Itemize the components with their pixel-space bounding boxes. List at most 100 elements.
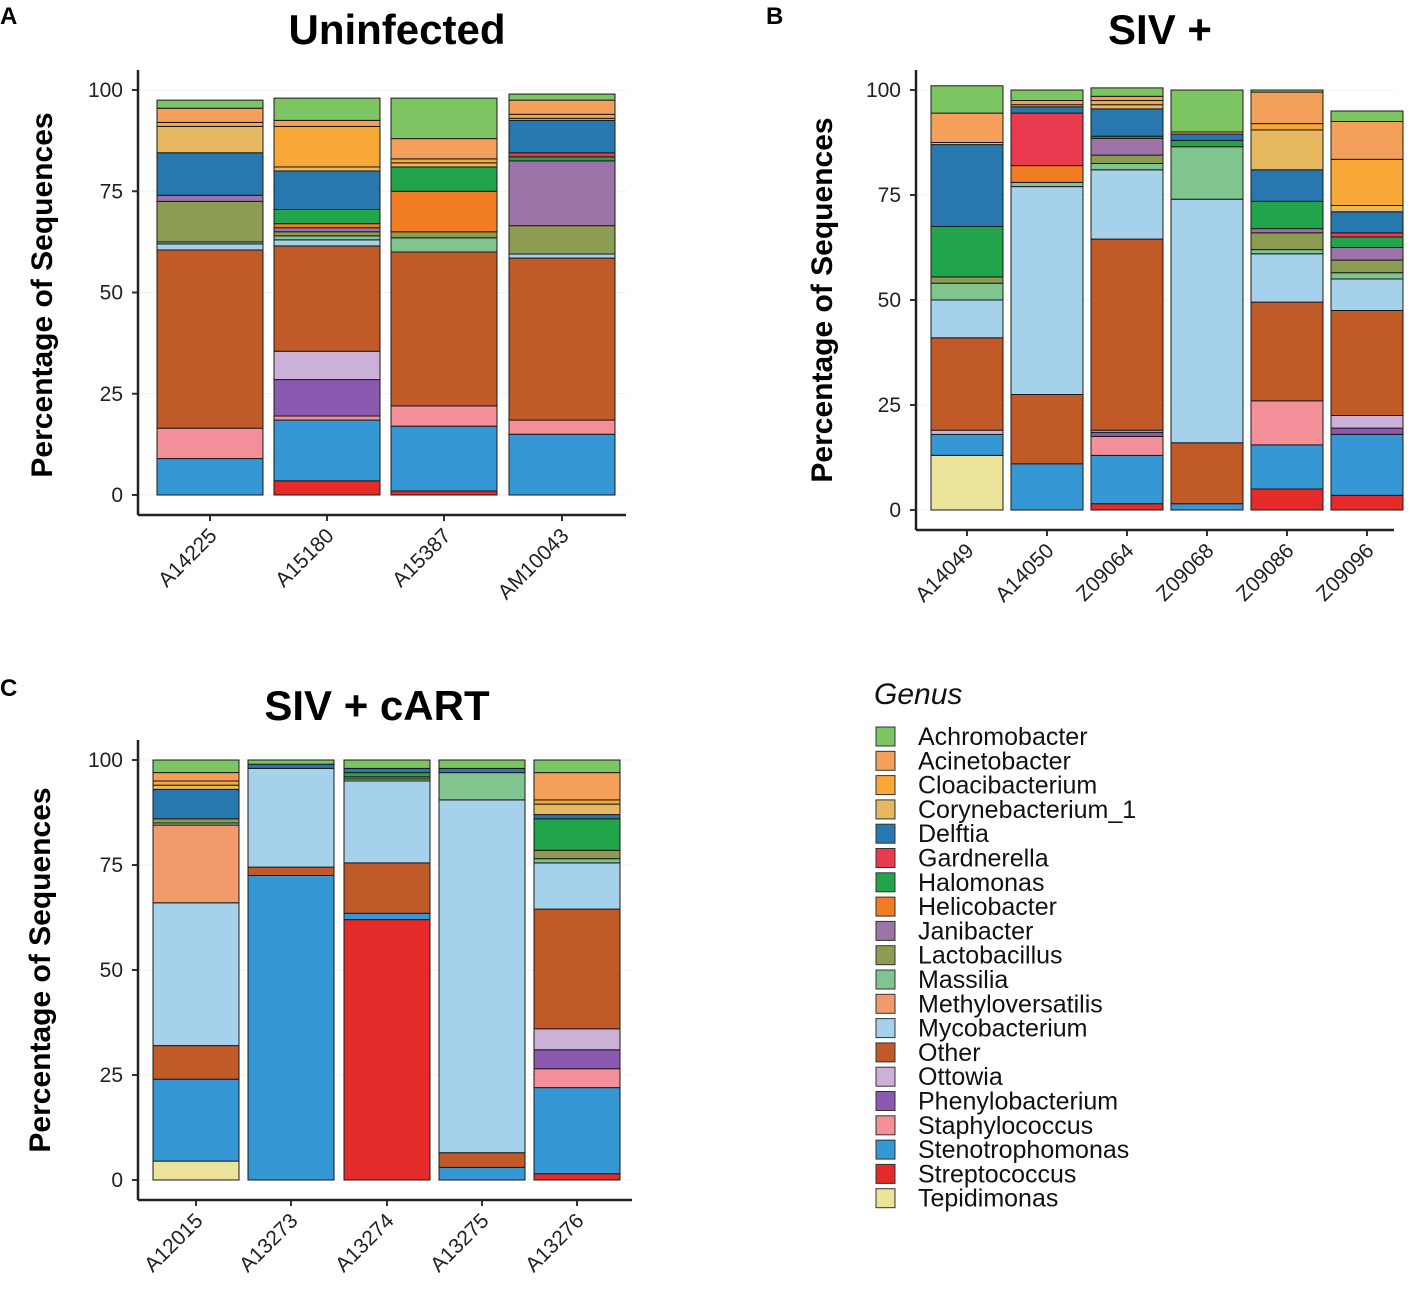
bar-segment-achromobacter — [247, 759, 335, 765]
legend-swatch-helicobacter — [875, 896, 896, 917]
bar-segment-tepidimonas — [930, 454, 1004, 511]
bar-segment-achromobacter — [438, 759, 526, 769]
bar-segment-halomonas — [1250, 200, 1324, 230]
bar-segment-janibacter — [273, 227, 381, 233]
legend-swatch-corynebacterium-1 — [875, 799, 896, 820]
y-tick-label: 75 — [878, 184, 901, 207]
bar-segment-delftia — [1090, 108, 1164, 137]
bar-segment-stenotrophomonas — [438, 1166, 526, 1181]
panel-a-title: Uninfected — [288, 6, 505, 53]
bar-segment-achromobacter — [533, 759, 621, 774]
bar-segment-ottowia — [533, 1028, 621, 1051]
x-tick-label: A13276 — [521, 1209, 588, 1276]
bar-segment-streptococcus — [390, 490, 498, 496]
bar-segment-helicobacter — [390, 190, 498, 233]
y-tick-label: 50 — [100, 282, 123, 305]
bar-segment-mycobacterium — [1170, 198, 1244, 444]
bar-segment-acinetobacter — [152, 772, 240, 782]
bar-segment-massilia — [1090, 163, 1164, 171]
bar-segment-streptococcus — [1330, 494, 1404, 511]
bar-segment-delftia — [1330, 211, 1404, 234]
panel-c-plot: A12015 A13273 A13274 A13275 A13276 0 25 50 75 100 — [88, 740, 632, 1277]
bar-segment-halomonas — [1330, 236, 1404, 248]
x-tick-label: A13273 — [235, 1209, 302, 1276]
bar-segment-mycobacterium — [273, 239, 381, 247]
panel-a-plot: A14225 A15180 A15387 AM10043 0 25 50 75 100 — [88, 70, 626, 604]
bar-segment-acinetobacter — [930, 112, 1004, 143]
legend-label-achromobacter: Achromobacter — [918, 723, 1088, 751]
y-tick-label: 0 — [111, 1169, 123, 1192]
bar-segment-helicobacter — [273, 223, 381, 229]
bar-segment-other — [152, 1045, 240, 1080]
bar-segment-halomonas — [508, 156, 616, 162]
panel-a-ylabel: Percentage of Sequences — [26, 112, 59, 477]
bar-segment-massilia — [273, 235, 381, 241]
bar-segment-gardnerella — [1010, 112, 1084, 167]
bar-segment-lactobacillus — [930, 276, 1004, 284]
legend-label-lactobacillus: Lactobacillus — [918, 942, 1063, 970]
bar-segment-acinetobacter — [390, 138, 498, 160]
bar-segment-cloacibacterium — [152, 780, 240, 786]
bar-segment-delftia — [247, 763, 335, 769]
bar-segment-massilia — [533, 858, 621, 864]
bar-segment-delftia — [1010, 106, 1084, 114]
bar-segment-achromobacter — [152, 759, 240, 774]
bar-segment-phenylobacterium — [1090, 431, 1164, 437]
legend-swatch-phenylobacterium — [875, 1091, 896, 1111]
bar-segment-acinetobacter — [273, 119, 381, 127]
bar-segment-corynebacterium-1 — [1090, 104, 1164, 110]
bar-segment-helicobacter — [1010, 165, 1084, 183]
bar-segment-mycobacterium — [343, 780, 431, 864]
bar-segment-achromobacter — [273, 97, 381, 121]
bar-segment-achromobacter — [930, 85, 1004, 114]
bar-segment-massilia — [930, 282, 1004, 301]
bar-segment-delftia — [508, 119, 616, 154]
bar-segment-other — [1250, 301, 1324, 402]
bar-segment-lactobacillus — [508, 225, 616, 255]
legend-label-staphylococcus: Staphylococcus — [918, 1112, 1093, 1140]
bar-segment-halomonas — [390, 166, 498, 192]
bar-segment-achromobacter — [508, 93, 616, 101]
bar-segment-lactobacillus — [156, 200, 264, 243]
x-tick-label: A15387 — [388, 524, 455, 591]
bar-segment-other — [930, 337, 1004, 431]
bar-segment-other — [343, 862, 431, 914]
bar-segment-acinetobacter — [1250, 91, 1324, 125]
y-tick-label: 0 — [111, 484, 123, 507]
bar-segment-staphylococcus — [533, 1068, 621, 1089]
bar-segment-ottowia — [273, 350, 381, 381]
bar-segment-streptococcus — [343, 919, 431, 1181]
bar-segment-mycobacterium — [508, 253, 616, 259]
bar-segment-mycobacterium — [1010, 186, 1084, 395]
bar-segment-mycobacterium — [1250, 253, 1324, 303]
bar-segment-mycobacterium — [1090, 169, 1164, 240]
bar-segment-mycobacterium — [533, 862, 621, 910]
bar-segment-corynebacterium-1 — [1250, 129, 1324, 171]
bar-segment-cloacibacterium — [1090, 100, 1164, 106]
bar-segment-massilia — [1250, 249, 1324, 255]
bar-segment-gardnerella — [1330, 232, 1404, 238]
bar-segment-tepidimonas — [152, 1160, 240, 1181]
y-tick-label: 25 — [100, 383, 123, 406]
legend-label-streptococcus: Streptococcus — [918, 1160, 1076, 1188]
bar-segment-massilia — [390, 237, 498, 253]
bar-segment-mycobacterium — [152, 902, 240, 1047]
bar-segment-massilia — [1010, 181, 1084, 188]
panel-b-title: SIV + — [1108, 6, 1212, 53]
bar-segment-methyloversatilis — [152, 824, 240, 904]
legend-label-ottowia: Ottowia — [918, 1063, 1003, 1091]
x-tick-label: Z09064 — [1072, 539, 1139, 606]
bar-segment-staphylococcus — [156, 427, 264, 460]
bar-segment-delftia — [156, 152, 264, 196]
y-tick-label: 100 — [866, 79, 901, 102]
bar-segment-massilia — [438, 772, 526, 801]
bar-segment-lactobacillus — [390, 231, 498, 239]
y-tick-label: 100 — [88, 79, 123, 102]
bar-segment-achromobacter — [1090, 87, 1164, 97]
legend-swatch-ottowia — [875, 1066, 896, 1087]
y-tick-label: 25 — [100, 1064, 123, 1087]
bar-segment-mycobacterium — [438, 799, 526, 1154]
bar-segment-stenotrophomonas — [152, 1078, 240, 1162]
bar-segment-lactobacillus — [1090, 154, 1164, 165]
